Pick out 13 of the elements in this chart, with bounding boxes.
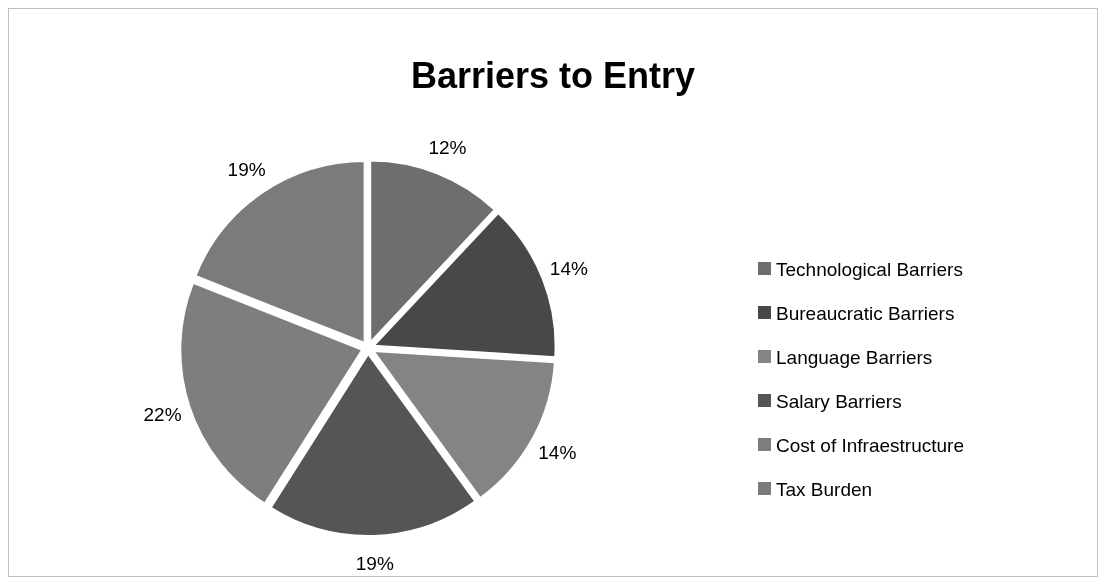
data-label: 22% [143, 404, 182, 426]
legend-label: Cost of Infraestructure [776, 434, 964, 456]
legend-label: Tax Burden [776, 478, 873, 500]
data-label: 14% [549, 257, 588, 279]
legend-label: Salary Barriers [776, 390, 902, 412]
legend-label: Bureaucratic Barriers [776, 302, 955, 324]
legend-label: Language Barriers [776, 346, 933, 368]
data-label: 19% [227, 158, 266, 180]
chart-title: Barriers to Entry [410, 55, 696, 96]
data-label: 12% [428, 136, 467, 158]
data-label: 19% [355, 553, 394, 575]
data-label: 14% [538, 441, 577, 463]
legend-label: Technological Barriers [776, 258, 963, 280]
